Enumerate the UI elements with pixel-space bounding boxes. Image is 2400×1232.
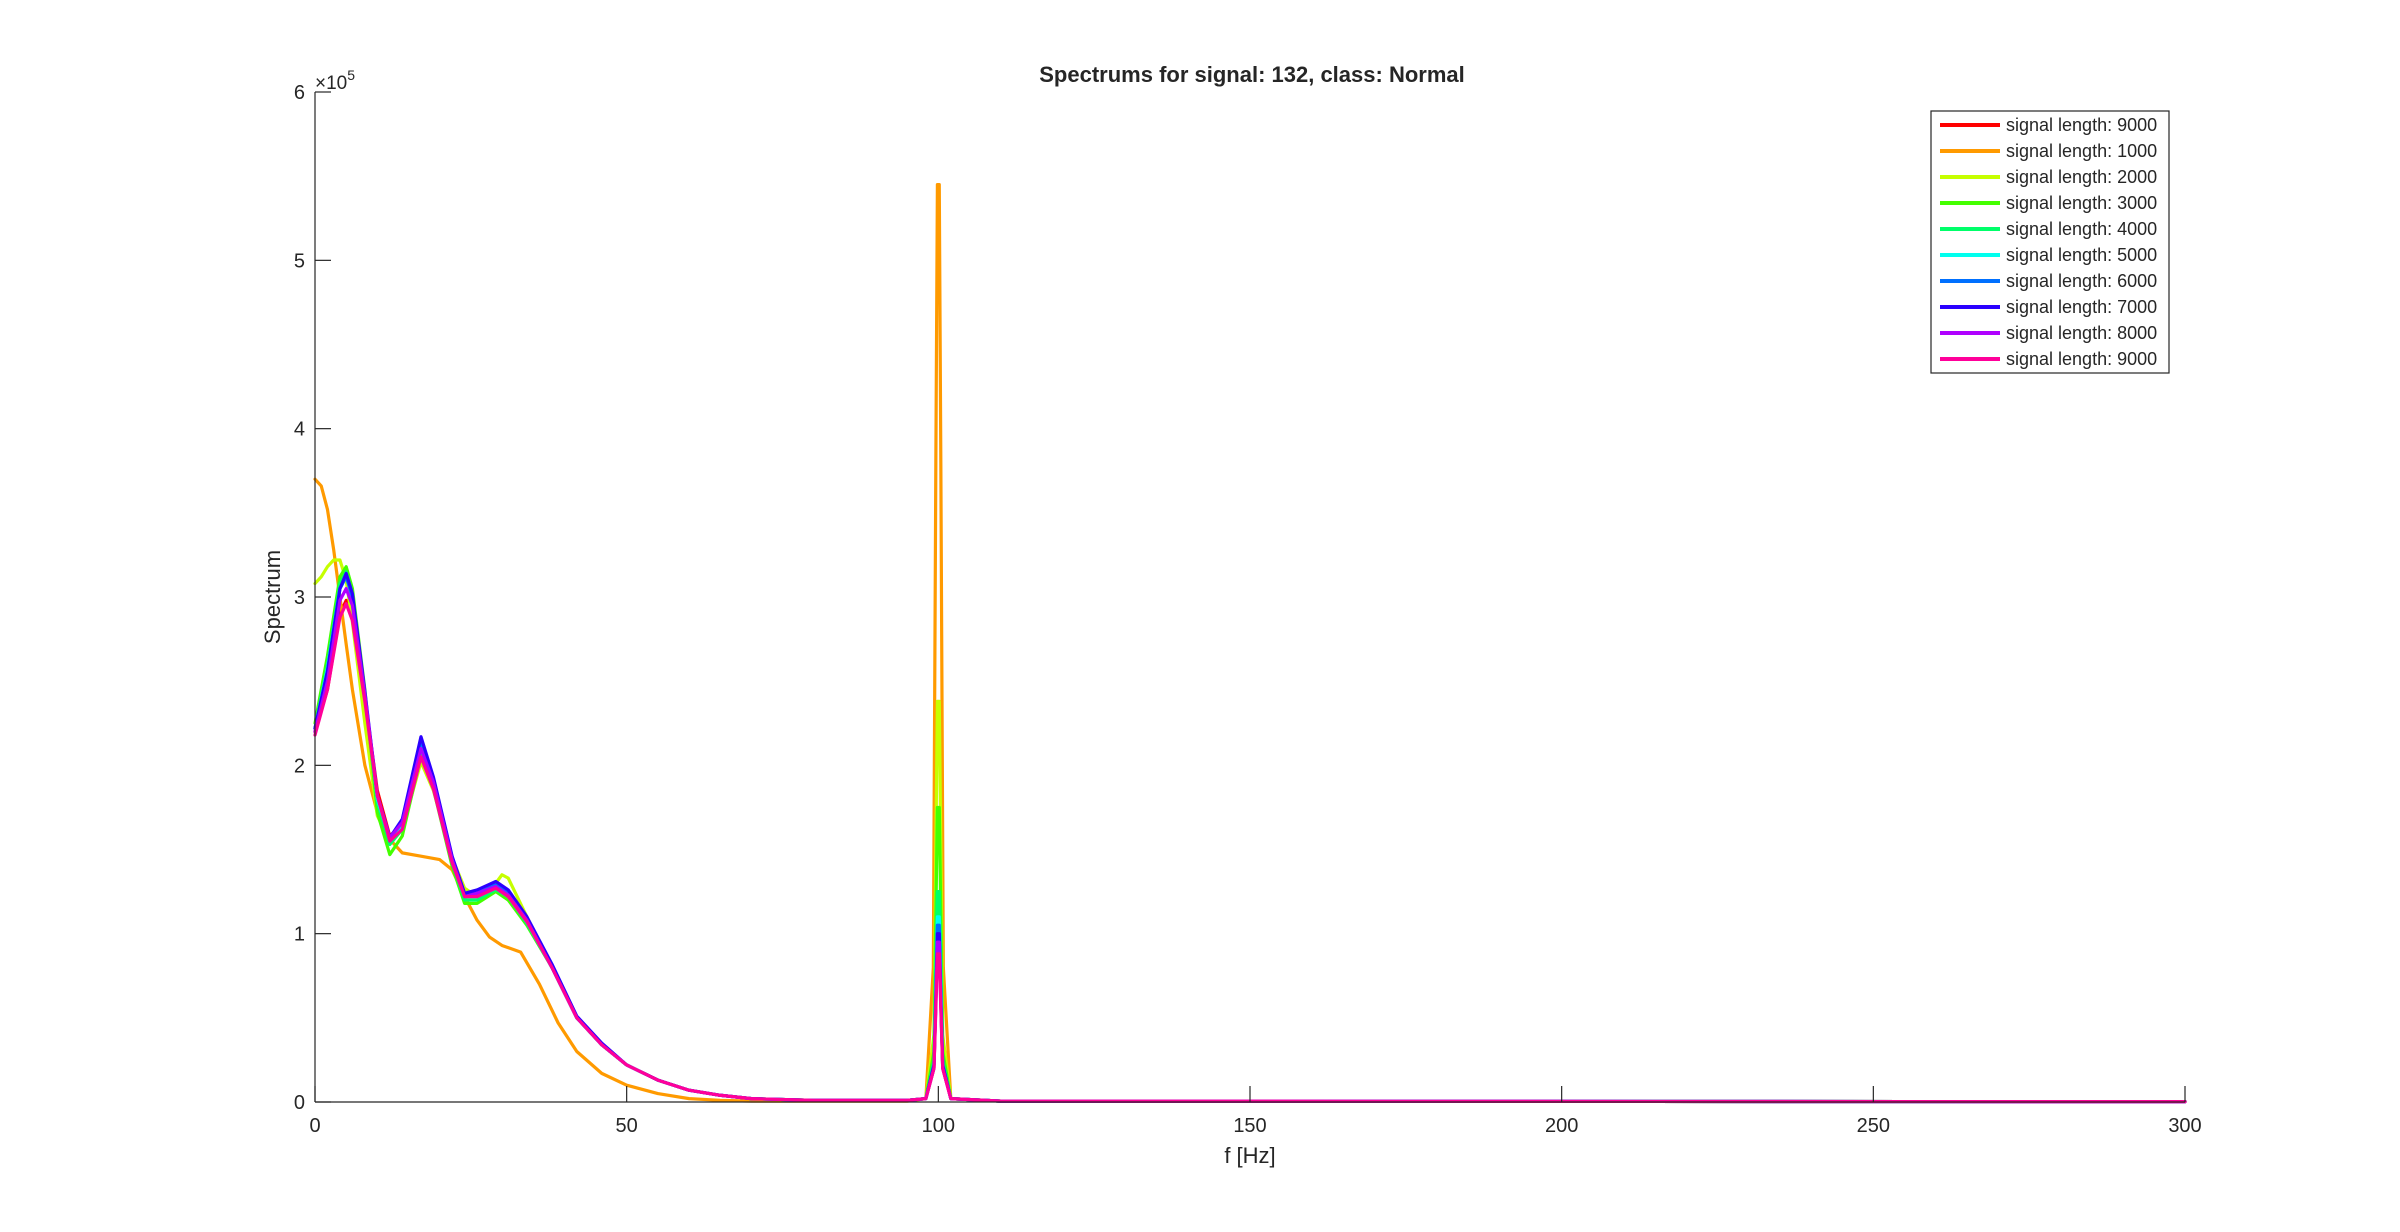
legend-label: signal length: 3000	[2006, 193, 2157, 213]
y-tick-label: 3	[294, 587, 305, 609]
legend-label: signal length: 6000	[2006, 271, 2157, 291]
y-axis-ticks: 0 1 2 3 4 5 6	[294, 82, 331, 1114]
y-exponent-power: 5	[347, 67, 355, 83]
legend-label: signal length: 9000	[2006, 349, 2157, 369]
legend-label: signal length: 1000	[2006, 141, 2157, 161]
y-tick-label: 2	[294, 755, 305, 777]
x-tick-label: 100	[922, 1115, 955, 1137]
y-tick-label: 6	[294, 82, 305, 104]
y-tick-label: 0	[294, 1092, 305, 1114]
x-axis-ticks: 0 50 100 150 200 250 300	[309, 1086, 2202, 1137]
y-exponent-base: ×10	[315, 73, 347, 94]
y-axis-label: Spectrum	[260, 550, 285, 644]
y-tick-label: 4	[294, 419, 305, 441]
y-tick-label: 5	[294, 250, 305, 272]
series-line-2	[313, 182, 2187, 1104]
series-line-10	[313, 602, 2187, 1104]
legend-label: signal length: 4000	[2006, 219, 2157, 239]
x-axis-label: f [Hz]	[1224, 1143, 1275, 1168]
y-tick-label: 1	[294, 924, 305, 946]
x-tick-label: 150	[1233, 1115, 1266, 1137]
y-axis-exponent: ×105	[315, 67, 355, 94]
x-tick-label: 250	[1857, 1115, 1890, 1137]
legend-label: signal length: 9000	[2006, 115, 2157, 135]
legend-label: signal length: 8000	[2006, 323, 2157, 343]
x-tick-label: 50	[616, 1115, 638, 1137]
legend-items: signal length: 9000 signal length: 1000 si…	[1940, 115, 2157, 369]
legend-label: signal length: 7000	[2006, 297, 2157, 317]
x-tick-label: 0	[309, 1115, 320, 1137]
legend-label: signal length: 2000	[2006, 167, 2157, 187]
plot-area	[313, 182, 2187, 1104]
legend-box	[1930, 110, 2170, 374]
legend: signal length: 9000 signal length: 1000 si…	[1930, 110, 2170, 374]
x-tick-label: 200	[1545, 1115, 1578, 1137]
legend-label: signal length: 5000	[2006, 245, 2157, 265]
x-tick-label: 300	[2168, 1115, 2201, 1137]
chart-title: Spectrums for signal: 132, class: Normal	[1039, 62, 1465, 87]
